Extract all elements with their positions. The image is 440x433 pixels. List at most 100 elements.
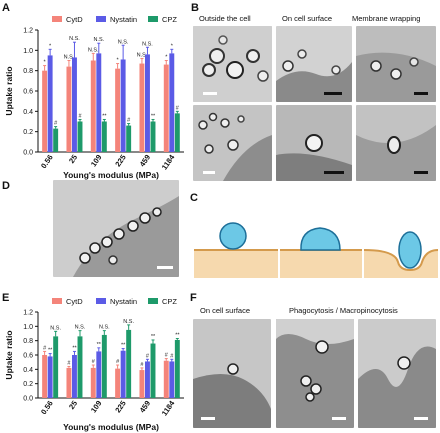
x-tick-label: 1184: [160, 398, 177, 417]
y-tick-label: 0.4: [23, 109, 33, 116]
bar: [72, 355, 77, 398]
legend-swatch: [96, 298, 106, 304]
significance-label: N.S.: [88, 47, 99, 53]
significance-label: #: [146, 353, 150, 359]
significance-label: N.S.: [69, 36, 80, 42]
significance-label: N.S.: [64, 55, 75, 61]
bar: [96, 53, 102, 153]
bar: [42, 355, 48, 398]
legend-swatch: [52, 16, 62, 22]
panel-label-f: F: [190, 292, 197, 304]
chart-e: CytD Nystatin CPZ 0.0 0.2 0.4 0.6 0.8 1.0 1.2 Upta…: [4, 297, 184, 432]
x-tick-label: 225: [113, 153, 128, 168]
bar: [101, 121, 107, 152]
significance-label: N.S.: [123, 319, 134, 325]
panel-label-d: D: [2, 180, 10, 192]
y-tick-label: 0.8: [23, 68, 33, 75]
scale-bar: [414, 92, 428, 95]
bar: [174, 113, 180, 152]
micrograph-b-outside-top: [193, 26, 272, 102]
significance-label: **: [121, 343, 126, 349]
significance-label: #: [43, 345, 47, 351]
significance-label: #: [92, 359, 96, 365]
x-tick-label: 0.56: [39, 399, 55, 416]
significance-label: N.S.: [142, 41, 153, 47]
bar: [174, 339, 180, 398]
significance-label: #: [127, 118, 131, 124]
bar: [90, 367, 96, 398]
bar: [145, 361, 150, 398]
scale-bar: [324, 92, 342, 95]
significance-label: *: [49, 43, 52, 49]
scale-bar: [414, 417, 428, 420]
bar: [66, 367, 72, 398]
scale-bar: [201, 417, 215, 420]
significance-label: N.S.: [50, 325, 61, 331]
significance-label: #: [176, 105, 180, 111]
bar: [47, 356, 53, 398]
caption-on-cell-surface: On cell surface: [282, 14, 333, 23]
y-tick-label: 0.6: [23, 353, 33, 360]
bar: [96, 351, 102, 398]
x-tick-label: 25: [67, 153, 79, 165]
x-tick-label: 459: [138, 399, 153, 414]
bar: [66, 66, 72, 152]
bar: [150, 121, 156, 152]
panel-label-c: C: [190, 192, 198, 204]
scale-bar: [414, 171, 428, 174]
significance-label: #: [54, 121, 58, 127]
micrograph-f-macropinocytosis: [358, 319, 436, 428]
micrograph-b-surface-bottom: [276, 105, 352, 181]
legend-swatch: [52, 298, 62, 304]
legend-swatch: [148, 16, 158, 22]
y-tick-label: 1.0: [23, 48, 33, 55]
schematic-c: [194, 222, 439, 278]
x-axis-label: Young's modulus (MPa): [63, 422, 159, 432]
schematic-wrapping: [363, 231, 439, 278]
bar: [163, 64, 169, 152]
significance-label: #: [140, 362, 144, 368]
significance-label: N.S.: [118, 39, 129, 45]
micrograph-d: [53, 180, 179, 277]
schematic-surface: [280, 227, 362, 278]
legend-label: CPZ: [162, 297, 177, 306]
legend-swatch: [96, 16, 106, 22]
caption-f-phagocytosis: Phagocytosis / Macropinocytosis: [289, 306, 398, 315]
bar: [47, 55, 53, 152]
bar: [115, 68, 121, 152]
bar: [126, 125, 132, 152]
significance-label: N.S.: [99, 325, 110, 331]
significance-label: *: [165, 55, 168, 61]
bar: [163, 360, 169, 398]
significance-label: #: [170, 353, 174, 359]
bar: [72, 57, 77, 153]
y-tick-label: 0.0: [23, 396, 33, 403]
bar: [90, 60, 96, 152]
bar: [53, 336, 59, 398]
particle-shape: [398, 231, 422, 269]
bar: [126, 329, 132, 398]
bar: [139, 63, 145, 152]
y-tick-label: 0.2: [23, 129, 33, 136]
scale-bar: [203, 171, 215, 174]
y-axis-label: Uptake ratio: [4, 330, 14, 379]
y-tick-label: 1.2: [23, 310, 33, 317]
x-tick-label: 109: [89, 399, 104, 414]
significance-label: **: [102, 113, 107, 119]
x-tick-label: 0.56: [39, 153, 55, 170]
y-tick-label: 0.4: [23, 367, 33, 374]
significance-label: **: [97, 342, 102, 348]
bar: [139, 370, 145, 398]
schematic-outside: [194, 222, 278, 278]
legend-label: CytD: [66, 15, 83, 24]
significance-label: *: [117, 58, 120, 64]
y-tick-label: 0.8: [23, 338, 33, 345]
panel-label-e: E: [2, 292, 10, 304]
legend-label: Nystatin: [110, 297, 137, 306]
significance-label: #: [67, 360, 71, 366]
significance-label: #: [165, 353, 169, 359]
significance-label: *: [44, 60, 47, 66]
y-tick-label: 0.0: [23, 150, 33, 157]
bar: [53, 128, 59, 152]
bar: [77, 121, 83, 152]
